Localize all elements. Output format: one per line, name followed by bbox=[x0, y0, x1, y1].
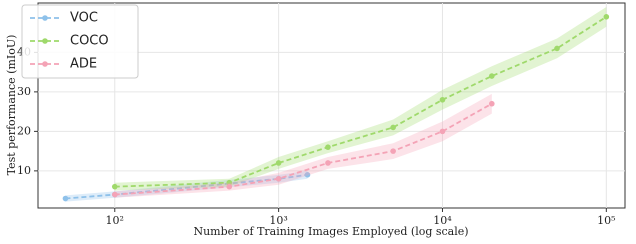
x-axis-label: Number of Training Images Employed (log … bbox=[193, 225, 468, 238]
data-point bbox=[304, 172, 311, 178]
legend-marker bbox=[42, 61, 48, 67]
x-tick-label: 10² bbox=[106, 214, 124, 227]
y-tick-label: 20 bbox=[17, 124, 31, 137]
data-point bbox=[603, 14, 610, 20]
data-point bbox=[489, 100, 495, 107]
legend-label: VOC bbox=[70, 11, 98, 26]
data-point bbox=[226, 183, 233, 190]
y-axis-label: Test performance (mIoU) bbox=[5, 35, 18, 176]
data-point bbox=[62, 195, 69, 202]
y-tick-label: 10 bbox=[17, 164, 31, 177]
data-point bbox=[325, 144, 331, 150]
data-point bbox=[390, 148, 396, 154]
x-tick-label: 10³ bbox=[269, 214, 287, 227]
y-tick-label: 30 bbox=[17, 85, 31, 98]
confidence-band bbox=[114, 93, 492, 198]
legend-label: ADE bbox=[70, 57, 97, 72]
legend-label: COCO bbox=[70, 34, 109, 49]
plot-frame bbox=[37, 2, 626, 209]
data-point bbox=[111, 183, 118, 190]
data-point bbox=[275, 175, 282, 182]
data-point bbox=[439, 128, 446, 135]
data-point bbox=[439, 96, 446, 103]
legend-marker bbox=[42, 38, 48, 44]
series-line bbox=[65, 173, 308, 200]
series-line bbox=[114, 16, 607, 188]
data-point bbox=[489, 73, 495, 79]
data-point bbox=[226, 179, 233, 186]
data-point bbox=[554, 45, 560, 52]
data-point bbox=[325, 160, 331, 166]
legend-box bbox=[21, 4, 139, 79]
x-tick-label: 10⁵ bbox=[597, 214, 615, 227]
data-point bbox=[275, 160, 282, 166]
x-tick-label: 10⁴ bbox=[433, 214, 452, 227]
data-point bbox=[390, 124, 396, 131]
data-point bbox=[111, 191, 118, 198]
legend-marker bbox=[42, 15, 48, 21]
